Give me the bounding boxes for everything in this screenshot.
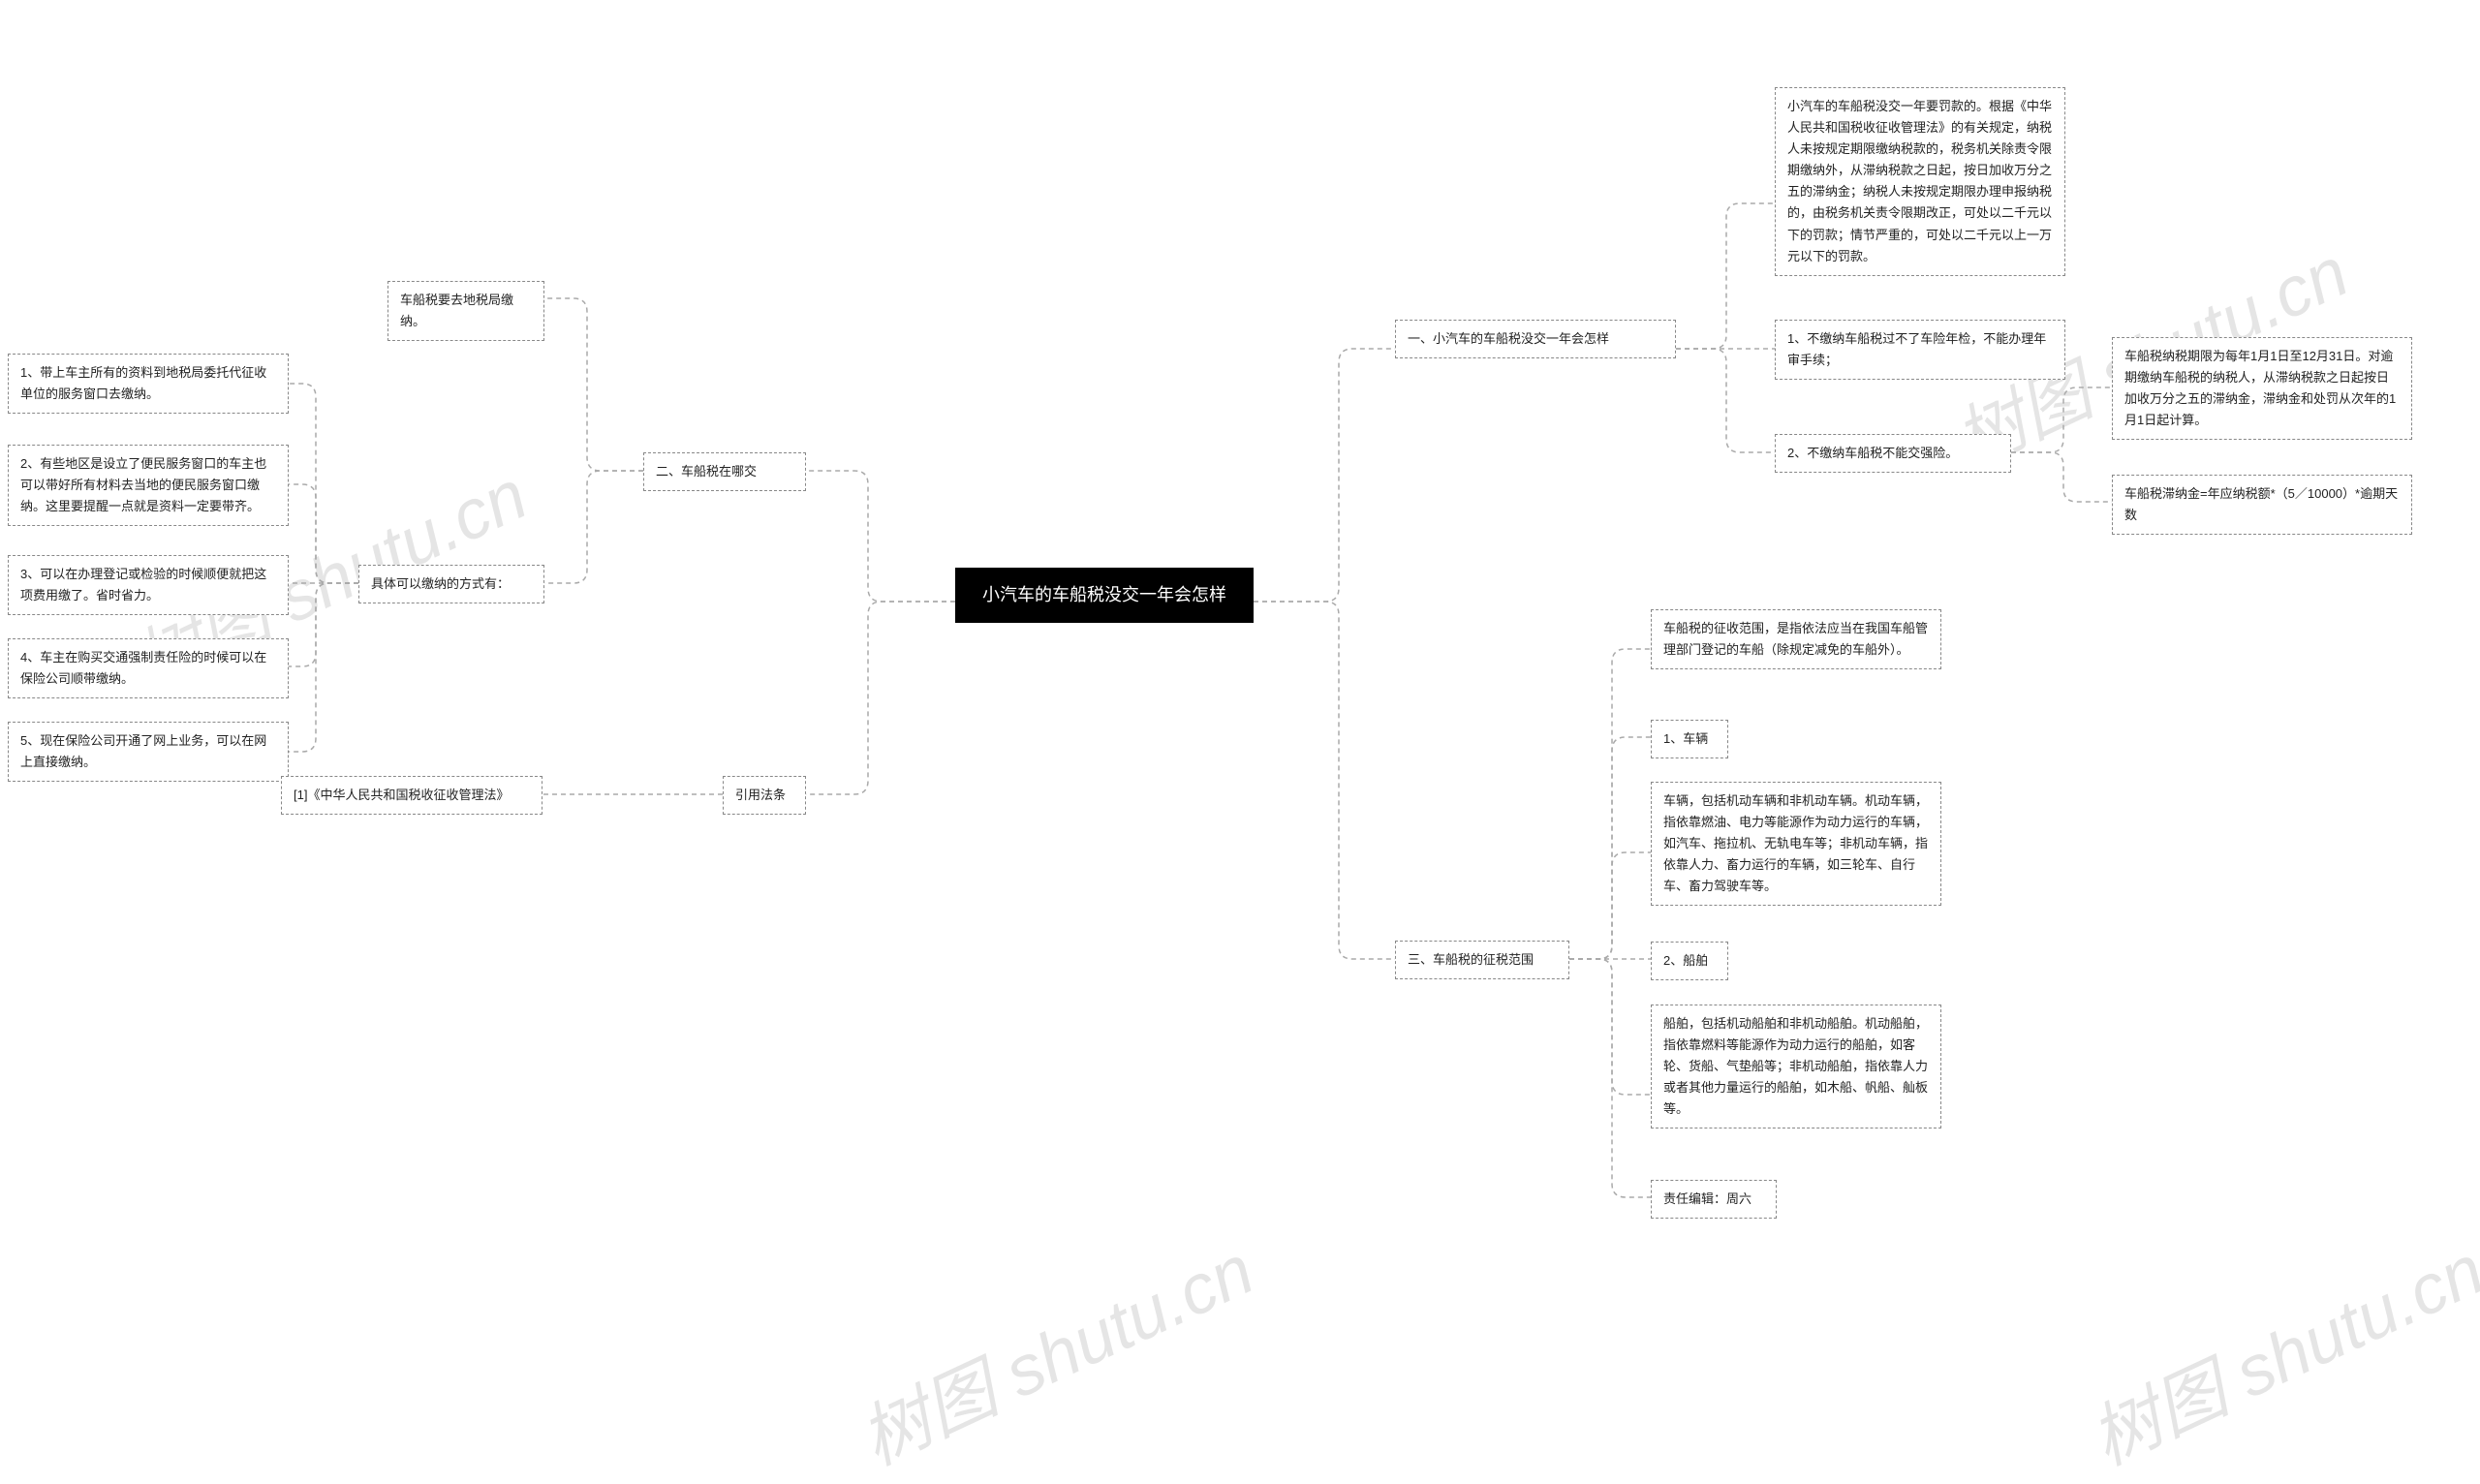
branch-2: 二、车船税在哪交	[643, 452, 806, 491]
payment-method-1: 1、带上车主所有的资料到地税局委托代征收单位的服务窗口去缴纳。	[8, 354, 289, 414]
edges-layer	[0, 0, 2480, 1371]
branch-1-item-1: 小汽车的车船税没交一年要罚款的。根据《中华人民共和国税收征收管理法》的有关规定，…	[1775, 87, 2065, 276]
branch-3-item1-desc: 车辆，包括机动车辆和非机动车辆。机动车辆，指依靠燃油、电力等能源作为动力运行的车…	[1651, 782, 1941, 906]
root-node: 小汽车的车船税没交一年会怎样	[955, 568, 1254, 623]
branch-3-item1: 1、车辆	[1651, 720, 1728, 758]
branch-1: 一、小汽车的车船税没交一年会怎样	[1395, 320, 1676, 358]
payment-method-5: 5、现在保险公司开通了网上业务，可以在网上直接缴纳。	[8, 722, 289, 782]
branch-3-editor: 责任编辑：周六	[1651, 1180, 1777, 1219]
payment-method-2: 2、有些地区是设立了便民服务窗口的车主也可以带好所有材料去当地的便民服务窗口缴纳…	[8, 445, 289, 526]
payment-method-4: 4、车主在购买交通强制责任险的时候可以在保险公司顺带缴纳。	[8, 638, 289, 698]
branch-1-item-3-sub2: 车船税滞纳金=年应纳税额*（5／10000）*逾期天数	[2112, 475, 2412, 535]
branch-1-item-3: 2、不缴纳车船税不能交强险。	[1775, 434, 2011, 473]
branch-ref-item: [1]《中华人民共和国税收征收管理法》	[281, 776, 542, 815]
payment-method-3: 3、可以在办理登记或检验的时候顺便就把这项费用缴了。省时省力。	[8, 555, 289, 615]
branch-1-item-2: 1、不缴纳车船税过不了车险年检，不能办理年审手续；	[1775, 320, 2065, 380]
branch-3: 三、车船税的征税范围	[1395, 941, 1569, 979]
branch-2-child-2: 具体可以缴纳的方式有：	[358, 565, 544, 603]
root-title: 小汽车的车船税没交一年会怎样	[982, 585, 1226, 604]
branch-2-child-1: 车船税要去地税局缴纳。	[388, 281, 544, 341]
branch-1-item-3-sub1: 车船税纳税期限为每年1月1日至12月31日。对逾期缴纳车船税的纳税人，从滞纳税款…	[2112, 337, 2412, 440]
branch-3-item2-desc: 船舶，包括机动船舶和非机动船舶。机动船舶，指依靠燃料等能源作为动力运行的船舶，如…	[1651, 1005, 1941, 1128]
watermark: 树图 shutu.cn	[2071, 1214, 2480, 1484]
branch-3-item2: 2、船舶	[1651, 942, 1728, 980]
watermark: 树图 shutu.cn	[841, 1214, 1267, 1484]
branch-ref: 引用法条	[723, 776, 806, 815]
branch-3-scope: 车船税的征收范围，是指依法应当在我国车船管理部门登记的车船（除规定减免的车船外）…	[1651, 609, 1941, 669]
